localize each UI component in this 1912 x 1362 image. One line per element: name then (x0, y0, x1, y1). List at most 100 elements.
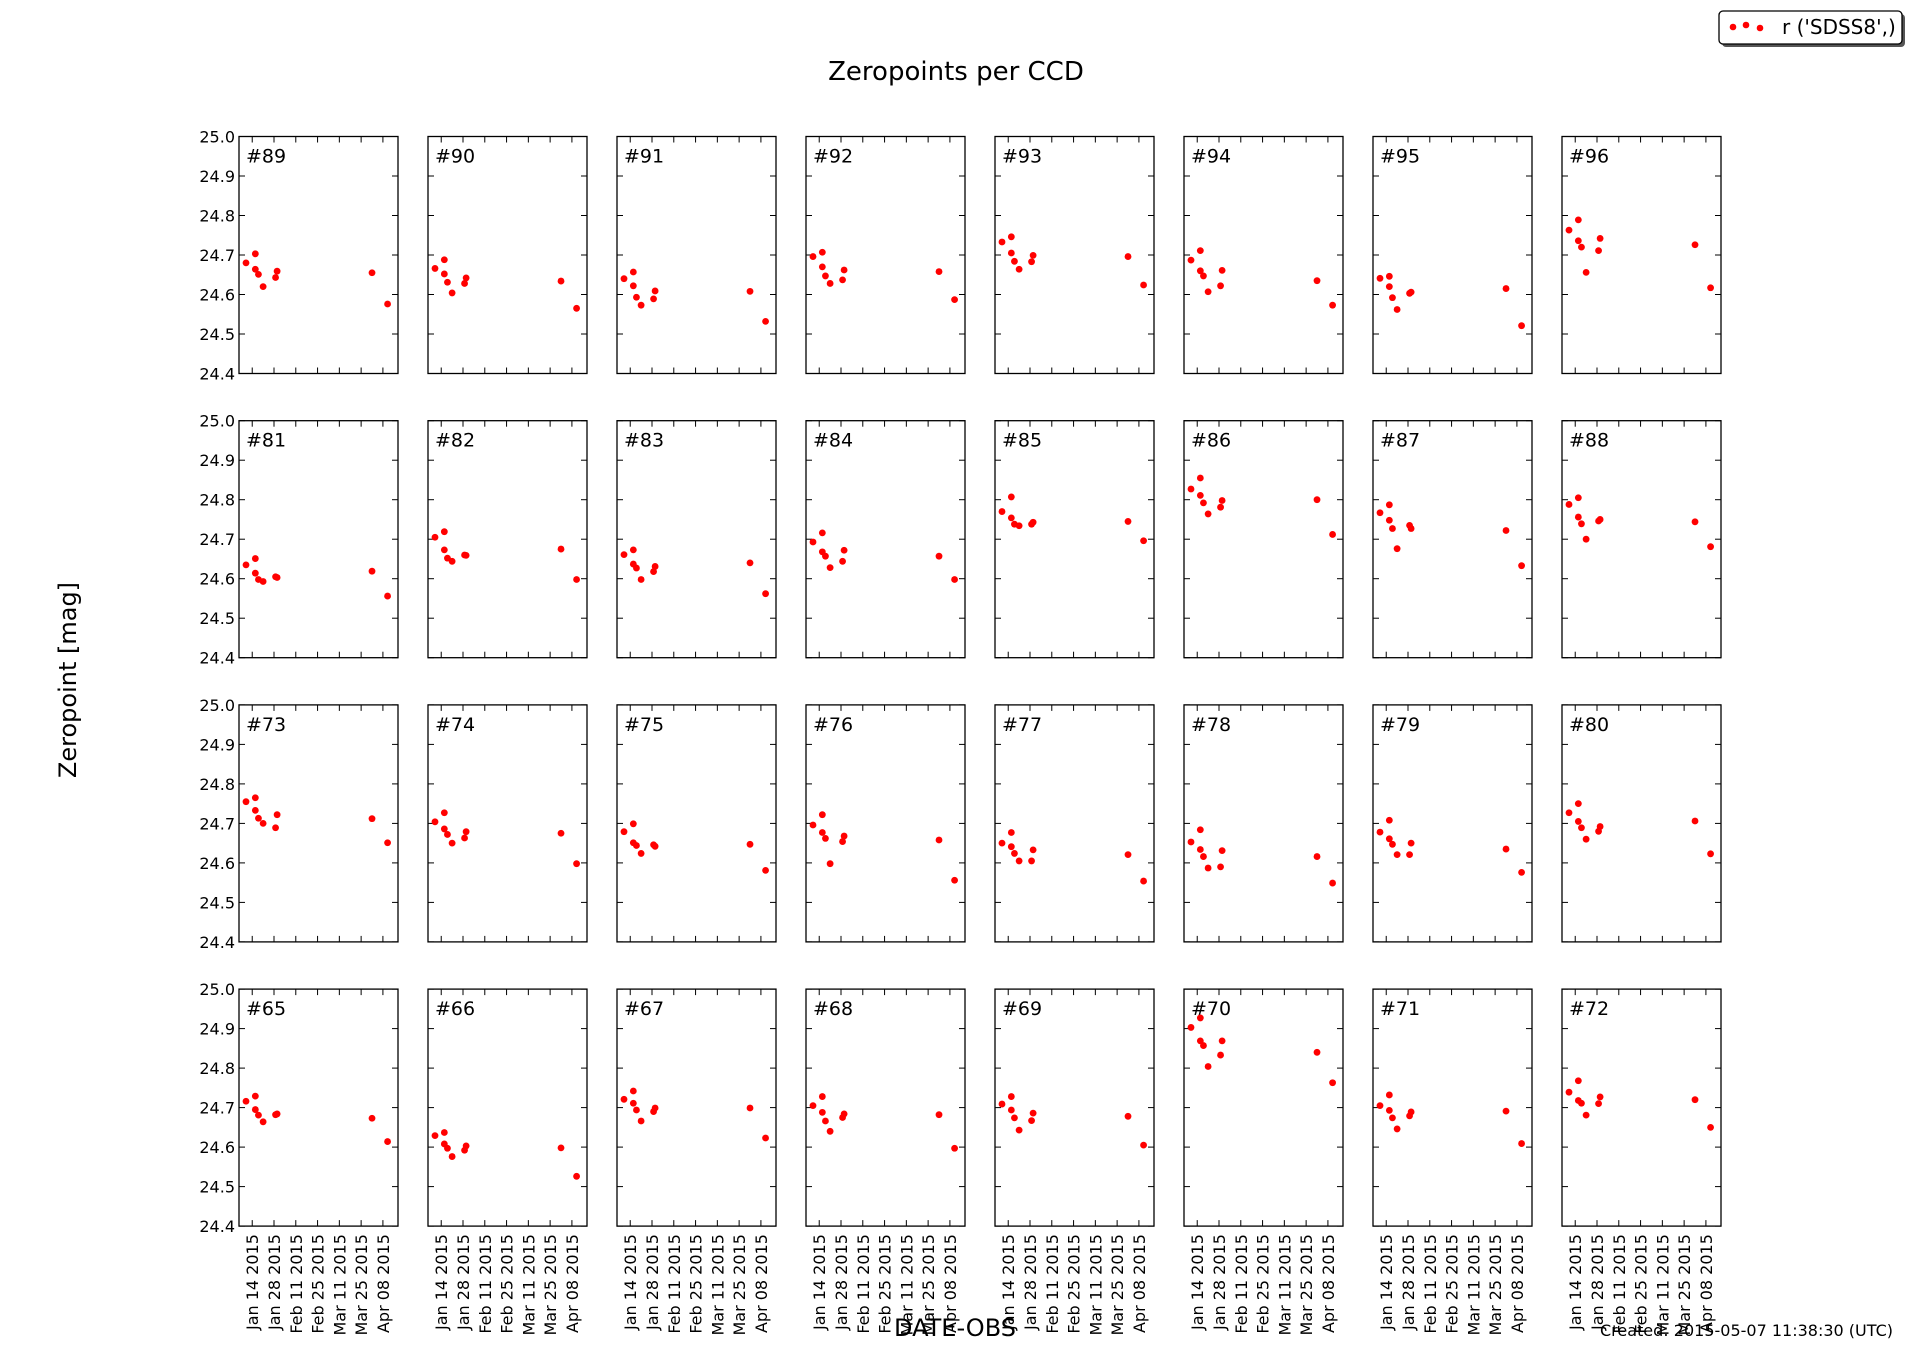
data-point (1218, 497, 1226, 504)
data-point (1200, 1042, 1207, 1049)
data-point (1196, 1014, 1204, 1022)
y-tick-label: 24.4 (199, 365, 235, 384)
data-point (1502, 285, 1510, 292)
data-point (1011, 850, 1018, 857)
data-point (762, 1134, 769, 1142)
y-tick-label: 24.4 (199, 649, 235, 668)
data-point (1187, 838, 1195, 846)
data-point (1574, 513, 1582, 521)
x-tick-label: Feb 25 2015 (876, 1234, 895, 1334)
data-point (1329, 531, 1336, 538)
data-point (1389, 525, 1396, 532)
data-point (1313, 1048, 1321, 1056)
data-point (951, 576, 958, 583)
ccd-label: #70 (1191, 998, 1231, 1020)
panel-frame (805, 135, 966, 375)
x-tick-label: Jan 28 2015 (1588, 1234, 1607, 1331)
x-tick-label: Feb 11 2015 (476, 1234, 495, 1334)
ccd-label: #71 (1380, 998, 1420, 1020)
panel-frame (238, 135, 399, 375)
data-point (620, 551, 628, 559)
ccd-panel: 24.4 24.5 24.6 24.7 24.8 24.9 25.0 #89 (199, 128, 399, 384)
data-point (650, 568, 657, 575)
data-point (259, 283, 267, 290)
data-point (1376, 274, 1384, 282)
data-point (826, 1127, 834, 1135)
data-point (1028, 1117, 1035, 1125)
data-point (255, 1111, 262, 1119)
data-point (557, 545, 565, 553)
data-point (242, 1097, 250, 1105)
data-point (1140, 877, 1147, 885)
ccd-label: #82 (435, 430, 475, 452)
data-point (1574, 1077, 1582, 1085)
panel-frame (427, 988, 588, 1227)
data-point (818, 829, 826, 836)
data-point (1007, 249, 1015, 257)
data-point (951, 876, 958, 884)
y-tick-label: 24.6 (199, 286, 235, 305)
data-point (1007, 1106, 1015, 1114)
data-point (1707, 543, 1714, 551)
x-tick-label: Mar 25 2015 (1675, 1234, 1694, 1335)
data-point (1574, 818, 1582, 825)
x-tick-label: Mar 11 2015 (708, 1234, 727, 1335)
data-point (462, 551, 470, 559)
data-point (1385, 835, 1393, 843)
panel-frame (1372, 988, 1533, 1227)
x-tick-label: Feb 25 2015 (1254, 1234, 1273, 1334)
x-tick-label: Apr 08 2015 (752, 1234, 771, 1333)
data-point (826, 860, 834, 868)
data-point (935, 836, 943, 844)
data-point (444, 1144, 451, 1152)
data-point (1385, 283, 1393, 290)
y-tick-label: 24.4 (199, 933, 235, 952)
data-point (822, 1117, 829, 1125)
data-point (440, 825, 448, 833)
data-point (1518, 868, 1525, 876)
y-tick-label: 24.8 (199, 1059, 235, 1078)
ccd-panel: #76 (805, 704, 966, 943)
data-point (1565, 226, 1573, 234)
data-point (1313, 277, 1321, 285)
x-tick-label: Jan 14 2015 (1566, 1234, 1585, 1331)
data-point (255, 270, 262, 278)
y-tick-label: 24.5 (199, 893, 235, 912)
ccd-label: #78 (1191, 714, 1231, 736)
y-tick-label: 24.8 (199, 207, 235, 226)
y-tick-label: 24.5 (199, 1178, 235, 1197)
data-point (1187, 256, 1195, 264)
data-point (557, 829, 565, 837)
data-point (462, 828, 470, 836)
ccd-label: #87 (1380, 430, 1420, 452)
data-point (1029, 846, 1037, 854)
x-tick-label: Jan 28 2015 (832, 1234, 851, 1331)
data-point (637, 576, 645, 583)
ccd-label: #79 (1380, 714, 1420, 736)
panel-frame (238, 420, 399, 659)
data-point (462, 1142, 470, 1150)
data-point (251, 265, 259, 273)
ccd-label: #72 (1569, 998, 1609, 1020)
data-point (1007, 843, 1015, 851)
ccd-panel: #92 (805, 135, 966, 375)
x-tick-label: Jan 14 2015 (432, 1234, 451, 1331)
ccd-panel: #90 (427, 135, 588, 375)
x-tick-label: Mar 25 2015 (1297, 1234, 1316, 1335)
data-point (1204, 864, 1212, 872)
y-tick-label: 24.9 (199, 167, 235, 186)
data-point (818, 1093, 826, 1100)
data-point (998, 508, 1006, 515)
data-point (762, 867, 769, 874)
data-point (651, 287, 659, 295)
x-tick-label: Mar 25 2015 (730, 1234, 749, 1335)
data-point (637, 301, 645, 309)
data-point (637, 1117, 645, 1125)
panel-frame (616, 704, 777, 943)
data-point (1582, 268, 1590, 276)
data-point (1407, 288, 1415, 296)
x-tick-label: Jan 14 2015 (243, 1234, 262, 1331)
data-point (1376, 1102, 1384, 1110)
data-point (1218, 267, 1226, 274)
